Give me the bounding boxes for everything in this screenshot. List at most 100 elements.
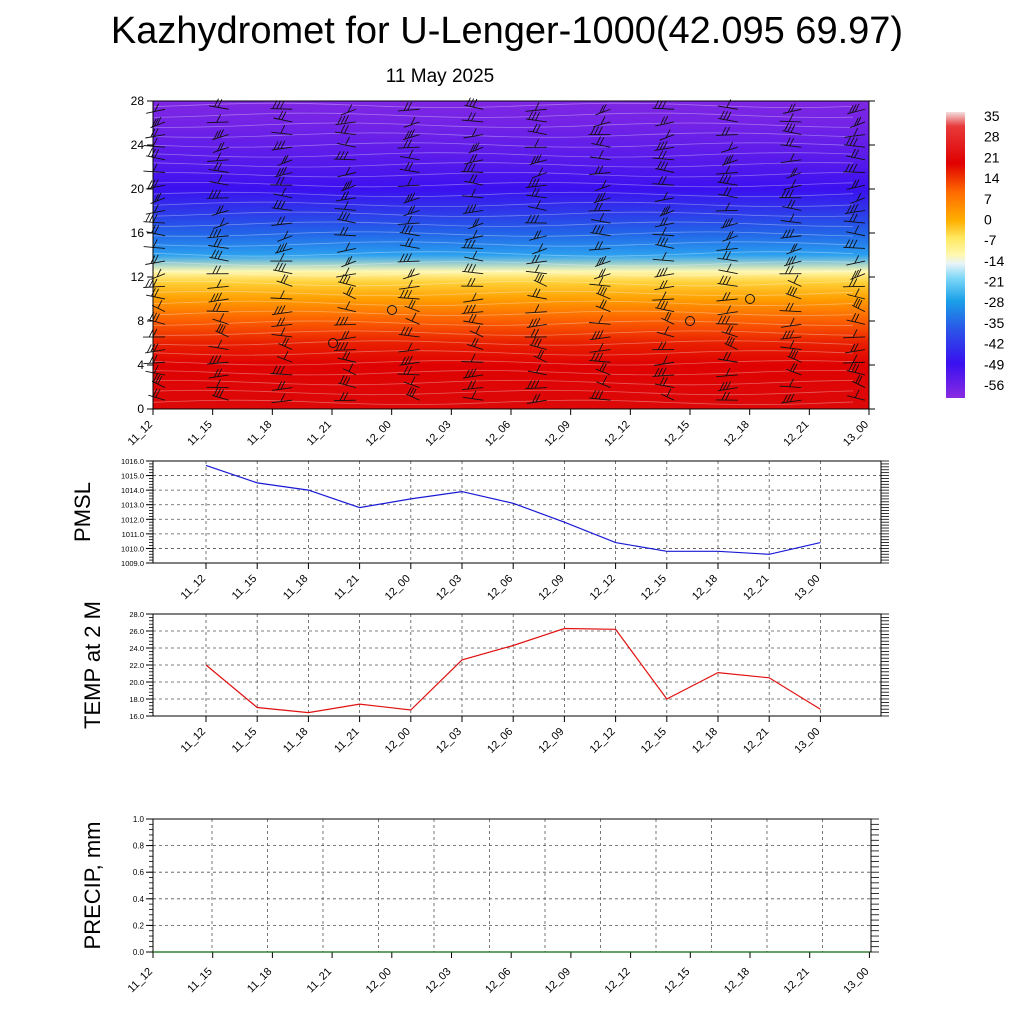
wind-barb-flag	[470, 112, 476, 122]
wind-barb-flag	[276, 317, 282, 327]
temp-2m-panel: 16.0 18.0 20.0 22.0 24.0 26.0 28.0 11_12 11_15 11…	[80, 601, 889, 756]
wind-barb-flag	[341, 331, 347, 340]
wind-barb-shaft	[529, 344, 547, 351]
wind-barb-flag	[343, 316, 349, 326]
wind-barb-flag	[403, 365, 409, 375]
wind-barb-flag	[407, 366, 413, 375]
wind-barb-flag	[854, 288, 860, 297]
contour-line	[152, 112, 854, 118]
wind-barb-flag	[852, 213, 858, 223]
wind-barb-flag	[530, 328, 536, 338]
wind-barb-shaft	[403, 197, 420, 204]
x-tick-label: 12_15	[662, 419, 692, 449]
colorbar-gradient	[946, 112, 965, 398]
wind-barb-shaft	[852, 304, 866, 313]
wind-barb-shaft	[717, 282, 738, 287]
wind-barb-flag	[470, 353, 476, 363]
wind-barb-shaft	[403, 134, 420, 141]
contour-line	[152, 310, 854, 316]
x-tick-label: 12_06	[483, 966, 513, 996]
wind-barb-flag	[661, 176, 667, 185]
wind-barb-flag	[411, 388, 417, 398]
wind-barb-shaft	[341, 184, 357, 192]
wind-barb-flag	[857, 299, 863, 309]
wind-barb-flag	[599, 362, 605, 372]
wind-barb-shaft	[589, 172, 611, 175]
wind-barb-flag	[216, 228, 222, 238]
x-tick-label: 11_12	[179, 726, 209, 756]
x-tick-label: 11_18	[245, 419, 275, 449]
wind-barb-flag	[281, 187, 287, 196]
wind-barb-flag	[348, 287, 354, 296]
wind-barb-flag	[782, 394, 788, 404]
wind-barb-shaft	[397, 184, 420, 187]
wind-barb-flag	[534, 264, 540, 273]
wind-barb-flag	[527, 179, 533, 188]
wind-barb-flag	[468, 368, 474, 378]
wind-barb-flag	[471, 390, 477, 399]
wind-barb-shaft	[146, 231, 166, 237]
wind-barb-shaft	[464, 235, 484, 241]
wind-barb-flag	[719, 110, 725, 120]
wind-barb-flag	[217, 368, 223, 377]
wind-barb-shaft	[399, 285, 420, 290]
wind-barb-flag	[725, 291, 731, 301]
wind-barb-shaft	[342, 292, 357, 300]
contour-line	[152, 181, 854, 188]
contour-line	[152, 330, 854, 336]
wind-barb-shaft	[335, 121, 356, 126]
wind-barb-flag	[469, 98, 475, 107]
wind-barb-flag	[792, 243, 798, 252]
wind-barb-flag	[468, 313, 474, 323]
wind-barb-shaft	[145, 349, 166, 354]
wind-barb-flag	[154, 103, 160, 112]
wind-barb-flag	[658, 150, 664, 159]
wind-barb-flag	[276, 244, 282, 253]
wind-barb-shaft	[145, 210, 166, 215]
wind-barb-flag	[598, 165, 604, 174]
wind-barb-flag	[848, 239, 854, 248]
wind-barb-shaft	[588, 247, 611, 251]
contour-line	[152, 132, 854, 138]
wind-barb-shaft	[654, 361, 675, 366]
wind-barb-flag	[854, 149, 860, 158]
wind-barb-shaft	[525, 108, 547, 112]
colorbar-label: -7	[984, 232, 997, 248]
wind-barb-flag	[661, 291, 667, 300]
wind-barb-flag	[539, 274, 545, 284]
wind-barb-flag	[471, 264, 477, 273]
x-tick-label: 12_21	[781, 419, 811, 449]
wind-barb-shaft	[209, 181, 229, 186]
wind-barb-flag	[656, 142, 662, 151]
wind-barb-flag	[275, 176, 281, 186]
wind-barb-flag	[532, 288, 538, 297]
wind-barb-shaft	[786, 368, 802, 376]
wind-barb-flag	[404, 130, 410, 140]
wind-barb-flag	[728, 141, 734, 151]
wind-barb-shaft	[270, 108, 293, 110]
x-tick-label: 12_00	[383, 726, 413, 756]
wind-barb-flag	[216, 279, 222, 288]
pmsl-panel: 1009.0 1010.0 1011.0 1012.0 1013.0 1014.0 1015…	[70, 457, 889, 603]
wind-barb-flag	[345, 301, 351, 310]
wind-barb-shaft	[528, 235, 547, 241]
wind-barb-flag	[153, 128, 159, 137]
wind-barb-flag	[157, 375, 163, 385]
wind-barb-shaft	[525, 270, 547, 275]
wind-barb-flag	[410, 205, 416, 214]
y-tick-label: 4	[137, 358, 144, 372]
wind-barb-flag	[531, 111, 537, 121]
y-tick-label: 16.0	[129, 712, 144, 721]
contour-line	[152, 221, 854, 227]
wind-barb-shaft	[779, 385, 802, 388]
wind-barb-shaft	[846, 260, 866, 266]
wind-barb-flag	[216, 129, 222, 139]
y-tick-label: 0.6	[133, 868, 145, 877]
wind-barb-shaft	[655, 168, 675, 173]
x-tick-label: 13_00	[841, 966, 871, 996]
wind-barb-flag	[345, 166, 351, 176]
wind-barb-shaft	[335, 197, 356, 202]
wind-barb-flag	[401, 356, 406, 366]
calm-wind-circle	[387, 305, 397, 315]
wind-barb-flag	[531, 337, 536, 346]
